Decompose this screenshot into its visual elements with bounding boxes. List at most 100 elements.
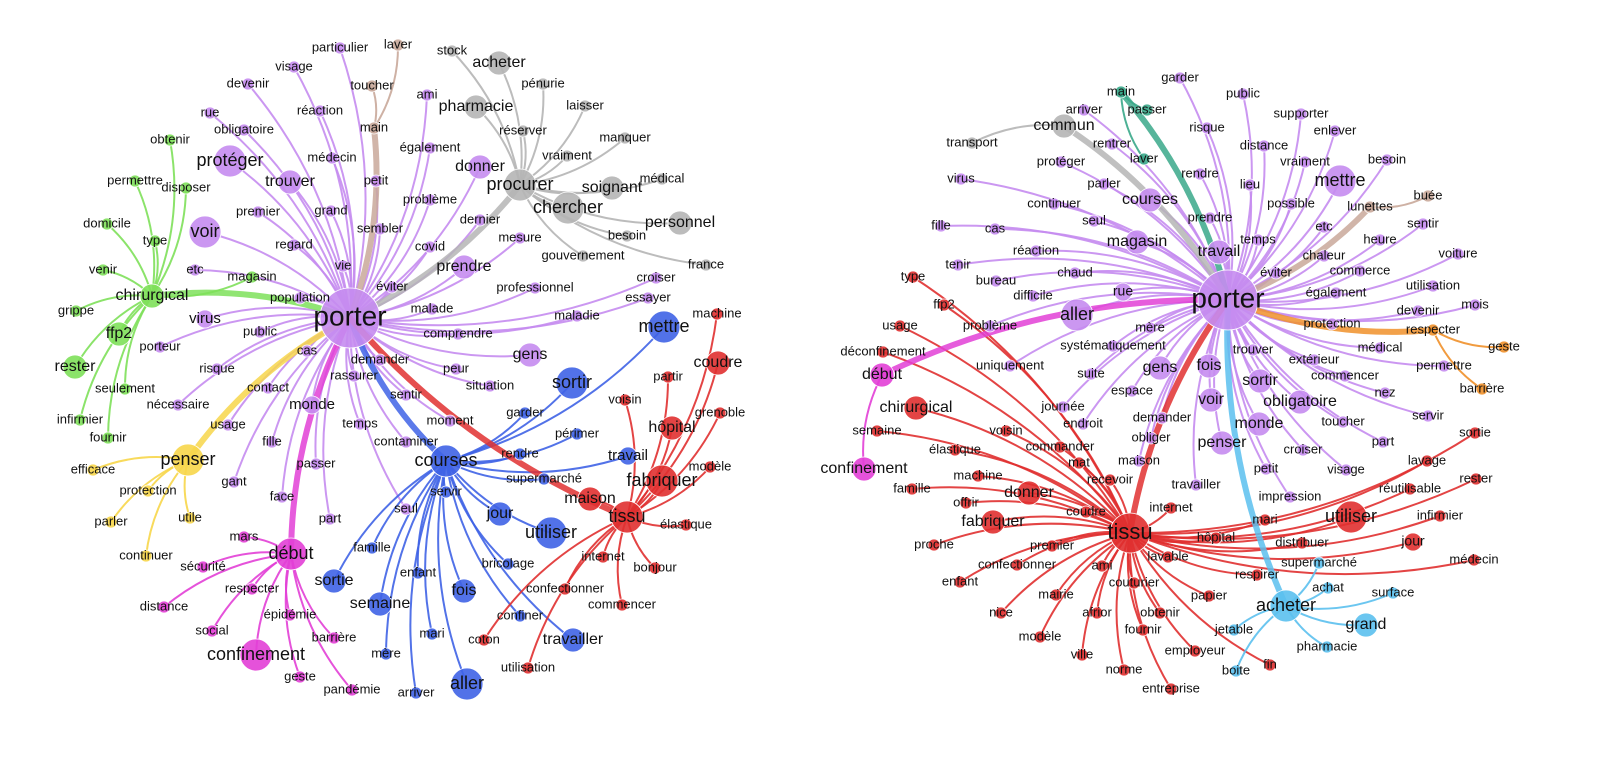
node xyxy=(1106,339,1120,353)
node xyxy=(1317,249,1331,263)
node-label: pharmacie xyxy=(439,98,514,115)
node xyxy=(1090,606,1104,620)
node-label: arriver xyxy=(398,684,436,699)
node-label: confinement xyxy=(820,460,908,477)
node-label: nez xyxy=(1375,384,1396,399)
node xyxy=(477,633,491,647)
node xyxy=(1421,409,1435,423)
node xyxy=(221,418,235,432)
node xyxy=(927,538,941,552)
edge xyxy=(107,295,153,439)
node-label: temps xyxy=(1240,231,1276,246)
node-label: déconfinement xyxy=(840,343,926,358)
node xyxy=(647,310,681,344)
node xyxy=(274,537,308,571)
node-label: famille xyxy=(893,480,931,495)
node-label: devenir xyxy=(227,75,270,90)
node-label: endroit xyxy=(1063,415,1103,430)
node xyxy=(373,222,387,236)
node-label: grippe xyxy=(58,302,94,317)
node-label: courses xyxy=(414,450,477,470)
node xyxy=(536,77,550,91)
node xyxy=(245,582,259,596)
node xyxy=(1173,71,1187,85)
node xyxy=(1076,417,1090,431)
edge xyxy=(151,187,187,297)
node xyxy=(1336,415,1350,429)
node xyxy=(463,94,489,120)
node xyxy=(241,77,255,91)
node xyxy=(570,309,584,323)
node-label: impression xyxy=(1259,488,1322,503)
node-label: utilisation xyxy=(501,659,555,674)
node xyxy=(1202,589,1216,603)
node-label: problème xyxy=(403,191,457,206)
node-label: enlever xyxy=(1314,122,1357,137)
node-label: voiture xyxy=(1438,245,1477,260)
node-label: protection xyxy=(119,482,176,497)
node xyxy=(1075,648,1089,662)
node xyxy=(188,215,222,249)
node xyxy=(445,44,459,58)
node-label: permettre xyxy=(107,172,163,187)
node-label: ville xyxy=(1071,646,1093,661)
node-label: magasin xyxy=(1107,233,1167,250)
node xyxy=(1010,558,1024,572)
node-label: possible xyxy=(1267,195,1315,210)
node xyxy=(1236,87,1250,101)
node xyxy=(345,683,359,697)
node xyxy=(560,149,574,163)
node-label: début xyxy=(268,543,313,563)
nodes xyxy=(62,38,1511,701)
node xyxy=(265,435,279,449)
node xyxy=(560,627,586,653)
node-label: comprendre xyxy=(423,325,492,340)
node-label: machine xyxy=(953,467,1002,482)
node-label: mat xyxy=(1068,454,1090,469)
node-label: afrior xyxy=(1082,604,1112,619)
node xyxy=(1451,247,1465,261)
node xyxy=(275,490,289,504)
node-label: sentir xyxy=(390,386,422,401)
node xyxy=(599,175,625,201)
node-label: premier xyxy=(1030,537,1075,552)
node xyxy=(661,370,675,384)
node-label: etc xyxy=(186,261,204,276)
node xyxy=(148,234,162,248)
node-label: boite xyxy=(1222,662,1250,677)
node-label: main xyxy=(360,119,388,134)
node xyxy=(251,205,265,219)
node xyxy=(513,447,527,461)
node-label: supermarché xyxy=(506,470,582,485)
node-label: ffp2 xyxy=(106,325,133,342)
node-label: fournir xyxy=(1125,621,1163,636)
node xyxy=(188,263,202,277)
node-label: obliger xyxy=(1131,429,1171,444)
node-label: médical xyxy=(640,170,685,185)
node xyxy=(1114,85,1128,99)
node-label: passer xyxy=(1127,101,1167,116)
node-label: peur xyxy=(443,360,470,375)
node-label: début xyxy=(862,366,903,383)
node xyxy=(245,270,259,284)
node xyxy=(703,460,717,474)
node xyxy=(999,424,1013,438)
node-label: rendre xyxy=(501,445,539,460)
node xyxy=(1051,113,1077,139)
node-label: respirer xyxy=(1235,566,1280,581)
node-label: jour xyxy=(1400,533,1425,549)
hub-edge xyxy=(879,296,1231,378)
node xyxy=(118,382,132,396)
node-label: respecter xyxy=(225,580,280,595)
node xyxy=(1103,473,1117,487)
edge xyxy=(1432,329,1483,390)
node-label: enfant xyxy=(942,573,979,588)
node xyxy=(615,598,629,612)
node-label: laver xyxy=(1130,150,1159,165)
node-label: réutilisable xyxy=(1379,480,1441,495)
node xyxy=(139,283,165,309)
node-label: hôpital xyxy=(1197,529,1235,544)
node-label: contaminer xyxy=(374,433,439,448)
node-label: norme xyxy=(1106,661,1143,676)
node-label: voisin xyxy=(989,422,1022,437)
